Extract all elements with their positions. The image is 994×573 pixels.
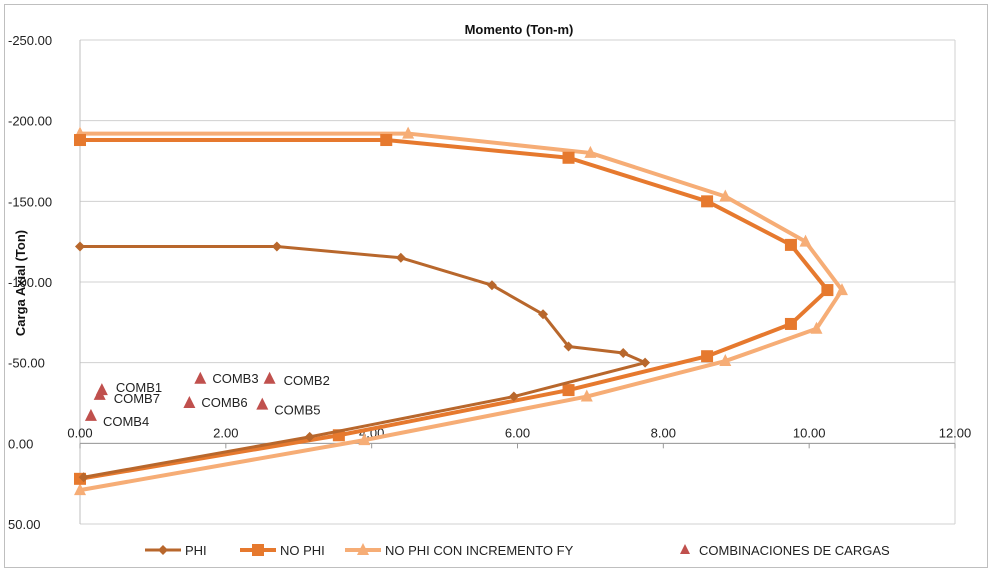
y-tick-label: -250.00 [8, 33, 52, 48]
legend-item: NO PHI [240, 543, 325, 558]
legend-item: PHI [145, 543, 207, 558]
series-marker [358, 433, 371, 446]
x-tick-label: 12.00 [939, 425, 972, 440]
series-marker [640, 357, 651, 368]
series-marker [486, 280, 497, 291]
combination-marker [263, 371, 276, 384]
legend-marker [680, 544, 690, 554]
series-marker [538, 309, 549, 320]
y-tick-label: -150.00 [8, 194, 52, 209]
legend-label: PHI [185, 543, 207, 558]
chart-title: Momento (Ton-m) [465, 22, 574, 37]
series-marker [562, 384, 575, 397]
combination-label: COMB4 [103, 414, 149, 429]
legend-marker [357, 543, 369, 555]
series-marker [701, 195, 714, 208]
series-marker [75, 241, 85, 252]
y-tick-label: 0.00 [8, 436, 33, 451]
legend-label: COMBINACIONES DE CARGAS [699, 543, 890, 558]
series-marker [618, 347, 629, 358]
combination-marker [183, 396, 196, 408]
series-marker [584, 145, 597, 158]
series-marker [784, 317, 797, 330]
y-tick-label: -200.00 [8, 114, 52, 129]
x-tick-label: 2.00 [213, 425, 238, 440]
series-marker [835, 283, 848, 296]
combination-marker [93, 387, 106, 400]
series-marker [304, 431, 315, 442]
x-tick-label: 0.00 [67, 425, 92, 440]
series-marker [562, 151, 575, 164]
series-marker [74, 134, 86, 147]
legend-item: NO PHI CON INCREMENTO FY [345, 543, 574, 558]
legend-marker [158, 545, 168, 555]
series-marker [821, 284, 834, 297]
series-marker [395, 252, 406, 263]
series-marker [380, 134, 393, 147]
combination-label: COMB2 [284, 373, 330, 388]
combination-marker [84, 408, 97, 421]
series-marker [580, 389, 593, 402]
series-marker [271, 241, 282, 252]
y-tick-label: -100.00 [8, 275, 52, 290]
series-layer [74, 126, 848, 496]
series-marker [719, 189, 732, 202]
series-line-no-phi [79, 138, 830, 481]
combination-marker [256, 397, 269, 410]
legend-item: COMBINACIONES DE CARGAS [680, 543, 890, 558]
series-marker [701, 350, 714, 363]
grid-lines [80, 39, 956, 525]
combination-label: COMB5 [274, 403, 320, 418]
series-marker [508, 391, 519, 402]
series-marker [810, 321, 823, 334]
y-tick-label: -50.00 [8, 356, 45, 371]
combination-label: COMB1 [116, 380, 162, 395]
combination-label: COMB7 [114, 391, 160, 406]
x-tick-label: 10.00 [793, 425, 826, 440]
legend: PHI NO PHI NO PHI CON INCREMENTO FY COMBINA… [145, 543, 890, 558]
load-combination-points: COMB1 COMB2 COMB3 COMB4 COMB5 COMB6 COMB7 [84, 371, 330, 429]
series-line-no-phi-con-incremento-fy [79, 131, 844, 493]
series-marker [799, 234, 812, 247]
legend-label: NO PHI CON INCREMENTO FY [385, 543, 574, 558]
series-marker [74, 483, 86, 496]
y-tick-label: 50.00 [8, 517, 41, 532]
legend-label: NO PHI [280, 543, 325, 558]
x-tick-label: 6.00 [505, 425, 530, 440]
series-marker [563, 341, 574, 352]
y-axis-label: Carga Axial (Ton) [13, 230, 28, 336]
series-marker [719, 354, 732, 367]
legend-marker [252, 544, 264, 556]
combination-label: COMB6 [201, 395, 247, 410]
axes: -250.00 -200.00 -150.00 -100.00 -50.00 0.00 50… [8, 33, 971, 532]
series-marker [402, 126, 415, 139]
series-marker [78, 472, 89, 483]
x-tick-label: 8.00 [651, 425, 676, 440]
combination-label: COMB3 [212, 371, 258, 386]
combination-marker [194, 371, 207, 384]
series-marker [784, 238, 797, 251]
